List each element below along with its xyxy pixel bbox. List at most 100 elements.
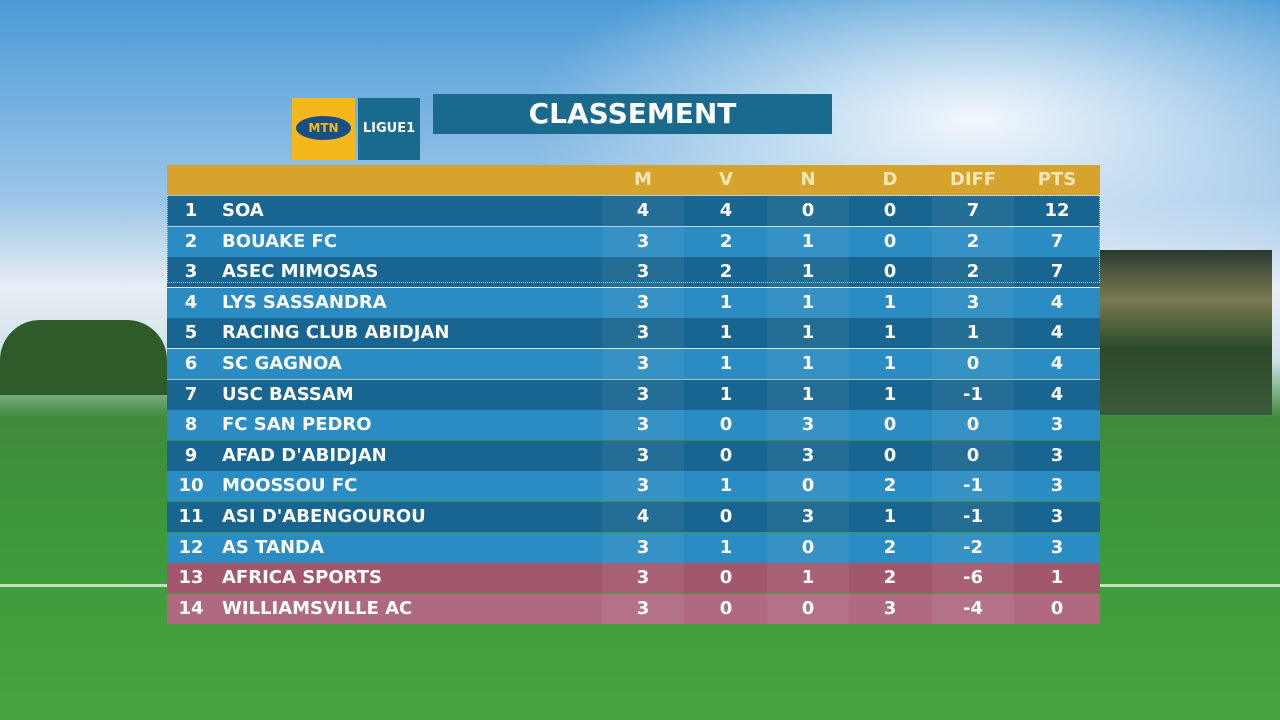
stat: 4 <box>1050 322 1064 344</box>
stat: 3 <box>636 383 650 405</box>
stat: 3 <box>1050 444 1064 466</box>
stat: 0 <box>719 414 733 436</box>
trees <box>0 320 167 395</box>
team: USC BASSAM <box>222 383 354 405</box>
stat: 0 <box>883 230 897 252</box>
table-header: M V N D DIFF PTS <box>167 165 1100 195</box>
table-row: 7 USC BASSAM 3 1 1 1 -1 4 <box>167 379 1100 410</box>
column-shade <box>767 349 849 379</box>
stat: 0 <box>719 444 733 466</box>
stat: 1 <box>719 475 733 497</box>
table-row: 4 LYS SASSANDRA 3 1 1 1 3 4 <box>167 287 1100 318</box>
team: ASEC MIMOSAS <box>222 261 379 283</box>
stat: 2 <box>719 261 733 283</box>
column-shade <box>767 196 849 226</box>
table-row: 11 ASI D'ABENGOUROU 4 0 3 1 -1 3 <box>167 502 1100 532</box>
stat: 3 <box>636 414 650 436</box>
stat: 3 <box>1050 475 1064 497</box>
stat: 0 <box>883 261 897 283</box>
rank: 4 <box>184 291 198 313</box>
column-shade <box>932 196 1014 226</box>
stat: 0 <box>883 200 897 221</box>
stat: 3 <box>636 444 650 466</box>
stat: 1 <box>883 291 897 313</box>
column-shade <box>767 440 849 471</box>
stat: 1 <box>883 506 897 527</box>
column-shade <box>602 379 684 410</box>
stat: 3 <box>636 322 650 344</box>
stat: 1 <box>801 291 815 313</box>
column-shade <box>767 410 849 441</box>
stat: 2 <box>883 536 897 558</box>
stat: 0 <box>719 506 733 527</box>
table-row: 6 SC GAGNOA 3 1 1 1 0 4 <box>167 349 1100 379</box>
stat: 2 <box>966 261 980 283</box>
stat: 1 <box>966 322 980 344</box>
rank: 1 <box>184 200 198 221</box>
stat: 3 <box>801 444 815 466</box>
team: AFRICA SPORTS <box>222 567 382 589</box>
title: CLASSEMENT <box>433 94 832 134</box>
column-shade <box>602 410 684 441</box>
stat: 0 <box>883 414 897 436</box>
rank: 6 <box>184 353 198 374</box>
stat: 3 <box>636 261 650 283</box>
stat: 4 <box>1050 353 1064 374</box>
league-logo: LIGUE1 <box>358 98 420 160</box>
column-shade <box>767 502 849 532</box>
column-shade <box>767 318 849 349</box>
team: MOOSSOU FC <box>222 475 358 497</box>
stat: 3 <box>966 291 980 313</box>
team: RACING CLUB ABIDJAN <box>222 322 450 344</box>
stat: 0 <box>801 475 815 497</box>
rank: 14 <box>178 597 204 619</box>
table-row: 9 AFAD D'ABIDJAN 3 0 3 0 0 3 <box>167 440 1100 471</box>
table-row: 8 FC SAN PEDRO 3 0 3 0 0 3 <box>167 410 1100 441</box>
column-shade <box>602 196 684 226</box>
column-shade <box>767 379 849 410</box>
brand: MTN <box>296 116 351 140</box>
rank: 12 <box>178 536 204 558</box>
column-shade <box>602 287 684 318</box>
team: AS TANDA <box>222 536 324 558</box>
team: LYS SASSANDRA <box>222 291 387 313</box>
stat: 12 <box>1044 200 1070 221</box>
stat: 1 <box>719 322 733 344</box>
stat: 3 <box>883 597 897 619</box>
stat: 4 <box>1050 383 1064 405</box>
stat: 1 <box>801 261 815 283</box>
stat: -1 <box>963 506 983 527</box>
column-shade <box>932 318 1014 349</box>
table-row: 10 MOOSSOU FC 3 1 0 2 -1 3 <box>167 471 1100 502</box>
stat: 2 <box>883 475 897 497</box>
stat: 2 <box>719 230 733 252</box>
column-shade <box>767 563 849 594</box>
stat: 1 <box>719 291 733 313</box>
team: SOA <box>222 200 264 221</box>
rank: 10 <box>178 475 204 497</box>
column-shade <box>932 440 1014 471</box>
rank: 7 <box>184 383 198 405</box>
stat: 4 <box>636 506 650 527</box>
stat: 1 <box>719 383 733 405</box>
rank: 3 <box>184 261 198 283</box>
stat: -1 <box>963 475 983 497</box>
stat: 1 <box>801 322 815 344</box>
table-row: 2 BOUAKE FC 3 2 1 0 2 7 <box>167 226 1100 257</box>
stat: 1 <box>883 383 897 405</box>
stat: 3 <box>636 291 650 313</box>
table-row: 5 RACING CLUB ABIDJAN 3 1 1 1 1 4 <box>167 318 1100 349</box>
team: ASI D'ABENGOUROU <box>222 506 426 527</box>
column-header: DIFF <box>949 169 997 190</box>
stat: 1 <box>883 353 897 374</box>
stat: 3 <box>636 475 650 497</box>
stat: 0 <box>801 597 815 619</box>
column-shade <box>602 502 684 532</box>
column-shade <box>602 226 684 257</box>
column-header: V <box>719 169 733 190</box>
team: FC SAN PEDRO <box>222 414 372 436</box>
column-shade <box>932 532 1014 563</box>
stat: 3 <box>636 230 650 252</box>
stat: -6 <box>963 567 983 589</box>
